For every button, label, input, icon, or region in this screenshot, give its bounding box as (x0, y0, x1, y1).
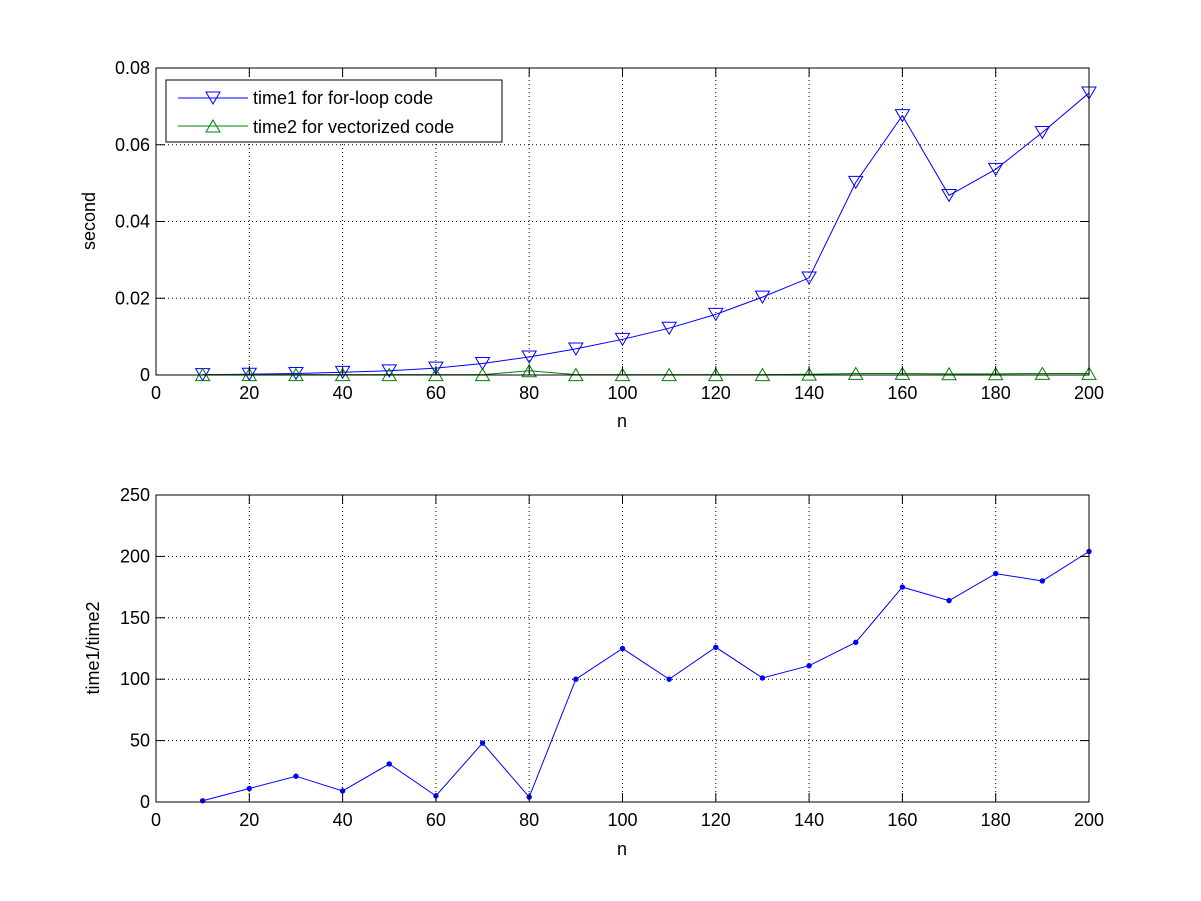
data-point (573, 676, 579, 682)
x-tick-label: 160 (887, 810, 917, 830)
data-point (759, 675, 766, 681)
x-tick-label: 160 (887, 383, 917, 403)
data-point (993, 570, 999, 577)
data-point (987, 366, 1004, 381)
top-y-axis-label: second (79, 192, 99, 250)
x-tick-label: 0 (151, 383, 161, 403)
y-tick-label: 0.02 (115, 288, 150, 308)
y-tick-label: 0.04 (115, 212, 150, 232)
legend-label-time1: time1 for for-loop code (253, 88, 433, 108)
x-tick-label: 180 (981, 810, 1011, 830)
data-point (987, 162, 1004, 177)
x-tick-label: 120 (701, 810, 731, 830)
data-point (894, 366, 911, 380)
bottom-x-axis-label: n (617, 839, 627, 859)
data-point (847, 175, 864, 190)
data-point (521, 350, 538, 364)
data-point (707, 307, 724, 322)
bottom-ticks: 0 20 40 60 80 100 120 140 160 180 200 0 50 100 150 200 2… (120, 485, 1104, 830)
y-tick-label: 250 (120, 485, 150, 505)
y-tick-label: 200 (120, 546, 150, 566)
data-point (941, 188, 957, 203)
data-point (853, 639, 859, 646)
x-tick-label: 100 (607, 810, 637, 830)
bottom-y-axis-label: time1/time2 (83, 601, 103, 694)
data-point (713, 644, 719, 650)
data-point (661, 321, 678, 336)
data-point (619, 645, 626, 652)
y-tick-label: 0 (140, 792, 150, 812)
x-tick-label: 100 (607, 383, 637, 403)
x-tick-label: 200 (1074, 810, 1104, 830)
data-point (801, 367, 817, 381)
top-ticks: 0 20 40 60 80 100 120 140 160 180 200 0 0.02 0.04 0.06… (115, 58, 1104, 403)
data-point (1039, 578, 1046, 584)
bottom-axes: 0 20 40 60 80 100 120 140 160 180 200 0 50 100 150 200 2… (83, 485, 1104, 859)
data-point (479, 740, 486, 746)
data-point (1034, 366, 1051, 380)
y-tick-label: 50 (130, 731, 150, 751)
top-x-axis-label: n (617, 411, 627, 431)
data-point (339, 788, 346, 794)
data-point (754, 290, 771, 305)
x-tick-label: 0 (151, 810, 161, 830)
triangle-up-icon (205, 119, 221, 133)
data-point (806, 662, 812, 669)
data-point (614, 332, 631, 347)
data-point (288, 367, 304, 381)
x-tick-label: 200 (1074, 383, 1104, 403)
x-tick-label: 140 (794, 810, 824, 830)
legend-entry-time2: time2 for vectorized code (178, 117, 454, 137)
legend-entry-time1: time1 for for-loop code (178, 88, 433, 108)
x-tick-label: 40 (333, 810, 353, 830)
data-point (899, 584, 906, 590)
legend-label-time2: time2 for vectorized code (253, 117, 454, 137)
top-axes: 0 20 40 60 80 100 120 140 160 180 200 0 0.02 0.04 0.06… (79, 58, 1104, 431)
data-point (1081, 366, 1097, 380)
data-point (521, 363, 538, 378)
data-point (666, 676, 672, 682)
data-point (386, 761, 392, 767)
data-point (801, 271, 817, 285)
data-point (381, 364, 398, 378)
data-point (847, 366, 864, 380)
x-tick-label: 20 (239, 810, 259, 830)
x-tick-label: 40 (333, 383, 353, 403)
x-tick-label: 60 (426, 810, 446, 830)
data-point (474, 357, 491, 371)
x-tick-label: 20 (239, 383, 259, 403)
data-point (293, 773, 299, 779)
data-point (941, 366, 957, 381)
series-line-1 (202, 551, 1090, 802)
series-line-1 (202, 92, 1090, 376)
y-tick-label: 0 (140, 365, 150, 385)
y-tick-label: 0.06 (115, 135, 150, 155)
triangle-down-icon (205, 91, 221, 105)
data-point (1034, 126, 1051, 140)
data-point (946, 597, 952, 604)
y-tick-label: 0.08 (115, 58, 150, 78)
y-tick-label: 150 (120, 608, 150, 628)
x-tick-label: 120 (701, 383, 731, 403)
x-tick-label: 60 (426, 383, 446, 403)
data-point (428, 361, 444, 376)
x-tick-label: 140 (794, 383, 824, 403)
x-tick-label: 80 (519, 383, 539, 403)
data-point (246, 785, 253, 792)
x-tick-label: 180 (981, 383, 1011, 403)
y-tick-label: 100 (120, 669, 150, 689)
legend-box (165, 79, 503, 143)
legend: time1 for for-loop code time2 for vector… (165, 79, 503, 143)
data-point (567, 342, 584, 356)
x-tick-label: 80 (519, 810, 539, 830)
data-point (894, 109, 911, 123)
